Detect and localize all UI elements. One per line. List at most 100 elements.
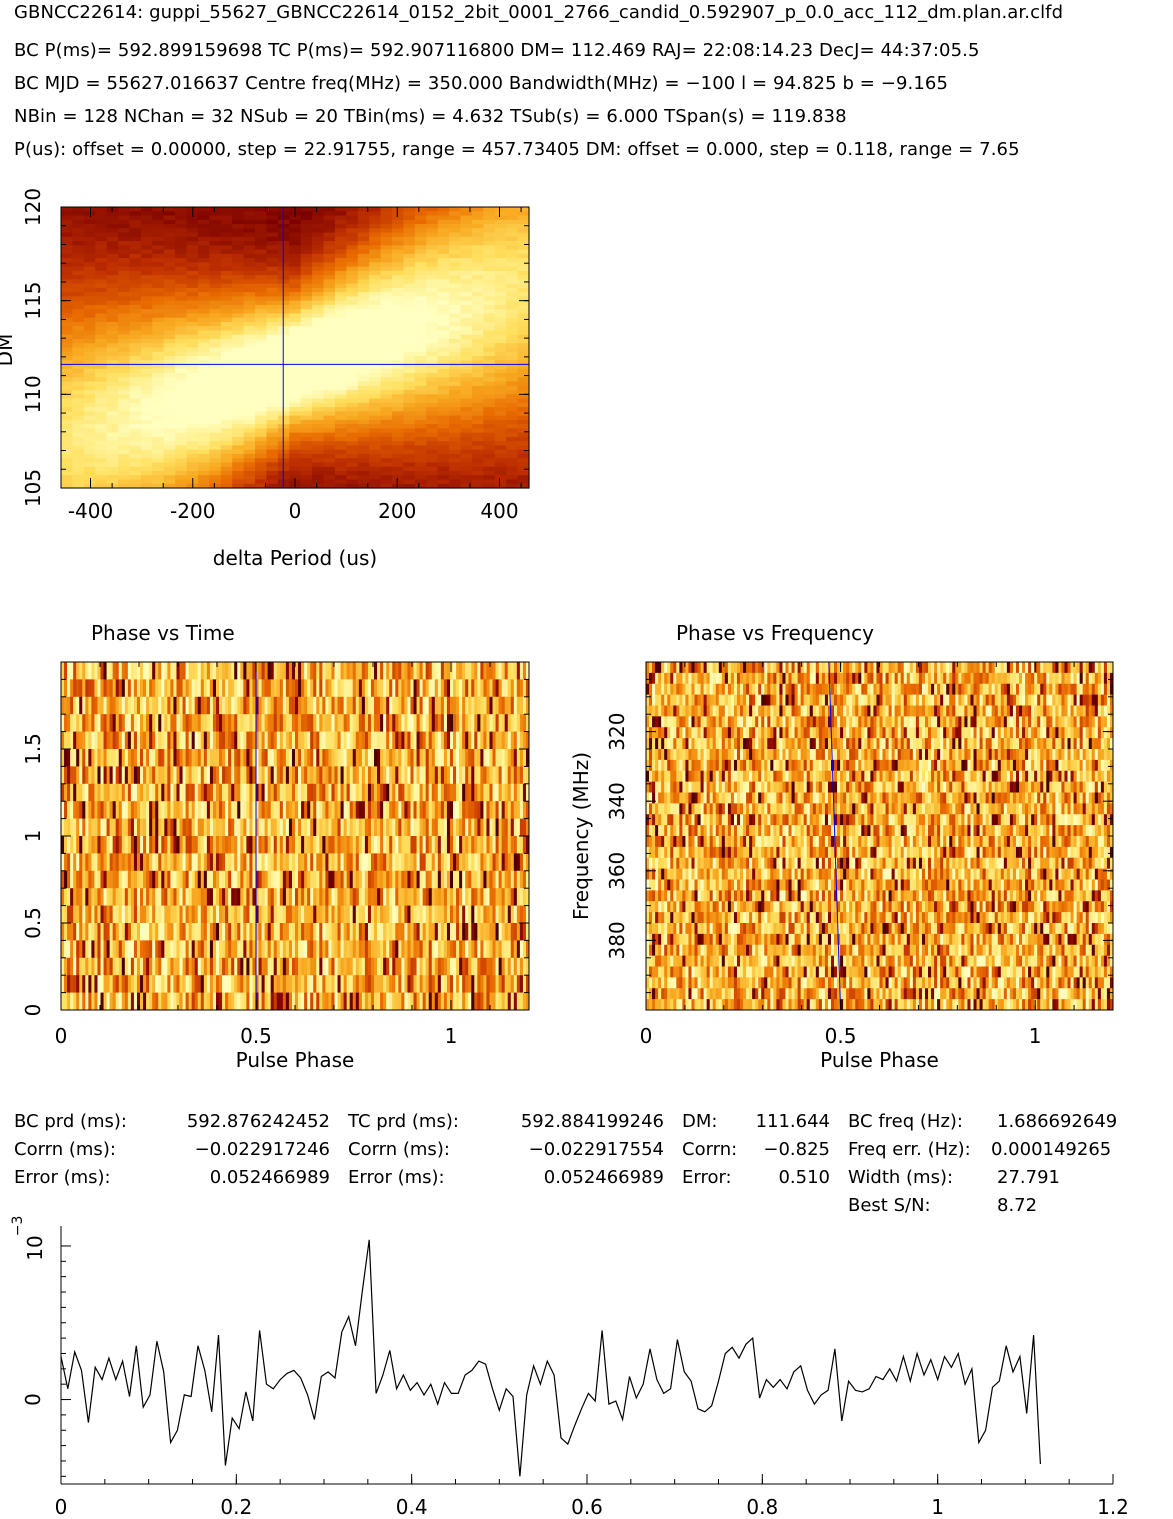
phase-cell [270,662,275,680]
phase-cell [234,749,238,767]
phase-cell [510,766,515,785]
heatmap-cell [140,317,153,323]
phase-cell [88,818,92,837]
heatmap-cell [163,466,176,472]
phase-cell [404,818,408,837]
heatmap-cell [255,360,268,366]
phase-cell [136,662,141,680]
heatmap-cell [175,356,188,361]
heatmap-cell [220,283,233,289]
phase-cell [264,801,269,820]
heatmap-cell [517,373,530,378]
phase-cell [103,783,108,802]
phase-cell [225,818,229,837]
phase-cell [109,696,114,715]
heatmap-cell [334,296,347,302]
phase-cell [355,766,360,785]
phase-cell [398,696,402,715]
heatmap-cell [266,270,279,276]
phase-cell [170,853,174,872]
phase-cell [370,714,375,733]
phase-cell [468,783,472,802]
heatmap-cell [83,296,96,302]
heatmap-cell [334,390,347,395]
phase-cell [453,783,457,802]
phase-cell [392,714,396,733]
phase-cell [419,783,424,802]
heatmap-cell [392,445,405,451]
heatmap-cell [494,266,507,272]
phase-cell [285,783,290,802]
heatmap-cell [403,228,416,234]
heatmap-cell [483,390,496,395]
heatmap-cell [61,249,74,255]
phase-cell [261,801,266,820]
heatmap-cell [118,279,131,285]
phase-cell [443,766,448,785]
heatmap-cell [403,270,416,276]
phase-cell [343,818,348,837]
heatmap-cell [243,292,256,298]
phase-cell [395,749,399,767]
phase-cell [446,714,451,733]
phase-cell [374,836,378,854]
phase-cell [471,662,475,680]
phase-cell [331,731,336,750]
heatmap-cell [186,356,199,361]
phase-cell [79,853,83,872]
phase-cell [212,679,217,698]
heatmap-cell [129,330,142,336]
phase-cell [398,888,402,907]
phase-cell [486,731,490,750]
phase-cell [127,853,132,872]
phase-cell [158,679,162,698]
phase-cell [61,870,65,889]
phase-cell [279,783,284,802]
heatmap-cell [232,309,245,315]
phase-cell [498,696,503,715]
heatmap-cell [255,415,268,421]
heatmap-cell [243,475,256,481]
heatmap-cell [289,436,302,442]
heatmap-cell [277,245,290,251]
phase-cell [115,853,120,872]
heatmap-cell [403,275,416,280]
heatmap-cell [300,236,313,242]
phase-cell [437,836,442,854]
phase-cell [398,662,402,680]
phase-cell [197,853,202,872]
phase-cell [474,749,478,767]
heatmap-cell [209,483,222,489]
heatmap-cell [83,407,96,412]
phase-cell [64,836,68,854]
heatmap-cell [118,458,131,464]
heatmap-cell [61,432,74,438]
heatmap-cell [460,211,473,217]
phase-cell [173,801,177,820]
phase-cell [197,905,202,924]
heatmap-cell [289,398,302,404]
phase-cell [191,679,196,698]
heatmap-cell [255,287,268,293]
heatmap-cell [197,466,210,472]
heatmap-cell [277,343,290,349]
phase-cell [188,731,193,750]
heatmap-cell [414,449,427,455]
phase-cell [480,749,484,767]
phase-cell [191,888,196,907]
heatmap-cell [197,211,210,217]
heatmap-cell [140,236,153,242]
phase-cell [130,679,135,698]
heatmap-cell [449,309,462,315]
phase-cell [155,662,159,680]
phase-cell [176,731,181,750]
heatmap-cell [289,462,302,468]
heatmap-cell [232,415,245,421]
heatmap-cell [346,245,359,251]
phase-cell [106,679,111,698]
heatmap-cell [483,296,496,302]
heatmap-cell [471,258,484,263]
heatmap-cell [175,364,188,370]
heatmap-cell [460,300,473,306]
heatmap-cell [449,356,462,361]
